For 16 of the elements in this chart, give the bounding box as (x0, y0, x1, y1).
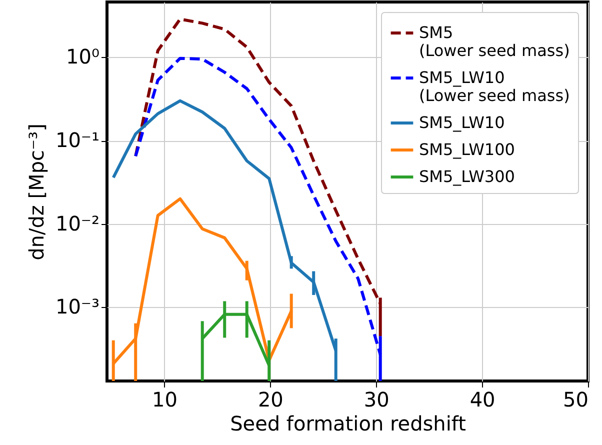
y-tick-label: 10⁻³ (55, 294, 100, 319)
x-tick-label: 50 (563, 388, 588, 412)
y-tick-label: 10⁻¹ (55, 128, 100, 152)
x-tick-label: 30 (364, 388, 390, 412)
x-tick-label: 20 (258, 388, 284, 412)
legend-label: SM5_LW300 (419, 167, 515, 186)
y-tick-label: 10⁰ (66, 44, 100, 69)
legend-label: SM5_LW10 (Lower seed mass) (419, 68, 570, 105)
y-tick-label: 10⁻² (55, 211, 100, 236)
x-tick-label: 10 (152, 388, 178, 412)
legend-label: SM5_LW10 (419, 113, 505, 132)
x-tick-label: 40 (470, 388, 496, 412)
legend-label: SM5 (Lower seed mass) (419, 23, 570, 60)
y-axis-title: dn/dz [Mpc⁻³] (24, 124, 48, 260)
x-axis-title: Seed formation redshift (230, 412, 466, 436)
legend-label: SM5_LW100 (419, 140, 515, 159)
